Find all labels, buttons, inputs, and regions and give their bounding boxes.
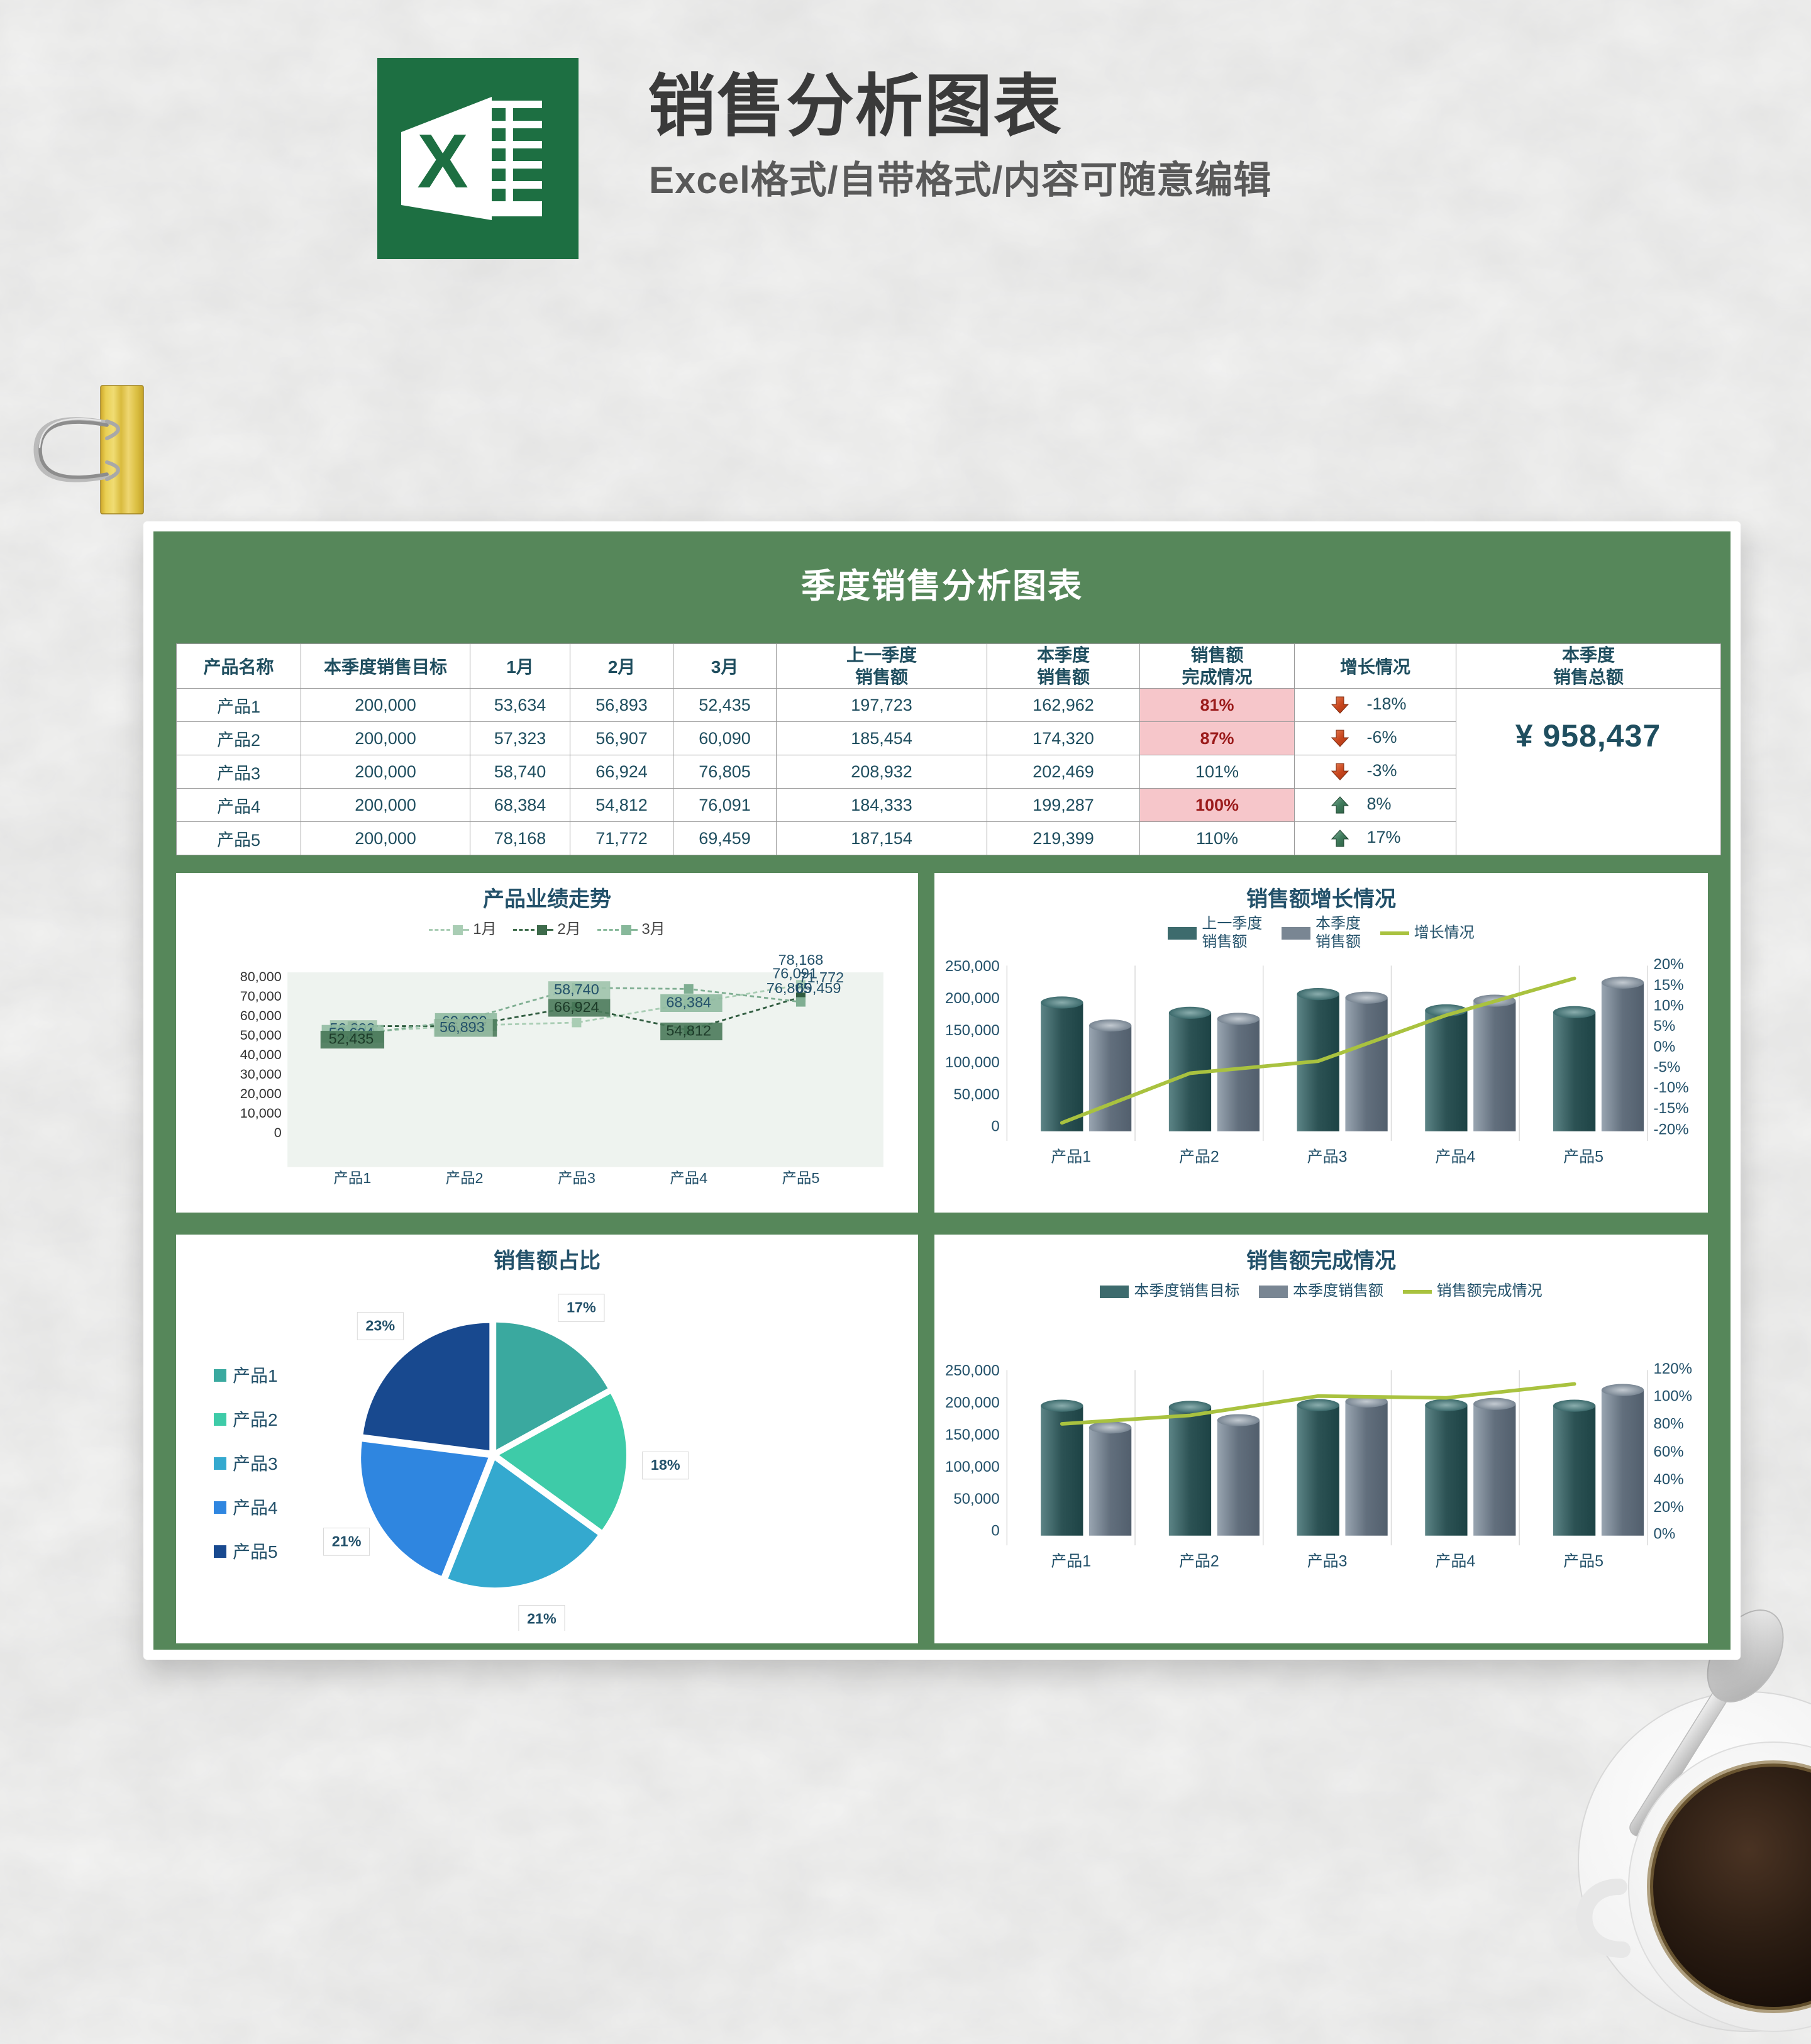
svg-text:产品2: 产品2 — [1179, 1148, 1219, 1166]
svg-text:60,000: 60,000 — [240, 1008, 282, 1023]
svg-text:产品3: 产品3 — [1307, 1148, 1348, 1166]
svg-text:50,000: 50,000 — [953, 1491, 999, 1508]
svg-text:56,893: 56,893 — [440, 1019, 485, 1035]
svg-text:100,000: 100,000 — [945, 1054, 1000, 1071]
svg-text:78,168: 78,168 — [778, 955, 824, 968]
svg-text:10%: 10% — [1654, 997, 1684, 1014]
svg-text:产品3: 产品3 — [1307, 1553, 1348, 1570]
svg-text:产品5: 产品5 — [782, 1170, 819, 1186]
svg-text:52,435: 52,435 — [329, 1031, 374, 1047]
svg-text:产品4: 产品4 — [670, 1170, 707, 1186]
svg-text:产品1: 产品1 — [1051, 1553, 1091, 1570]
svg-text:10,000: 10,000 — [240, 1105, 282, 1121]
svg-text:58,740: 58,740 — [554, 981, 599, 997]
svg-text:-10%: -10% — [1654, 1079, 1689, 1096]
svg-text:0: 0 — [991, 1118, 999, 1135]
svg-text:-5%: -5% — [1654, 1059, 1681, 1076]
svg-text:产品2: 产品2 — [1179, 1553, 1219, 1570]
svg-text:30,000: 30,000 — [240, 1066, 282, 1082]
svg-text:50,000: 50,000 — [953, 1086, 999, 1103]
svg-text:产品5: 产品5 — [1563, 1553, 1603, 1570]
svg-text:0: 0 — [991, 1523, 999, 1540]
svg-text:产品5: 产品5 — [1563, 1148, 1603, 1166]
svg-text:120%: 120% — [1654, 1360, 1692, 1377]
svg-text:产品2: 产品2 — [446, 1170, 484, 1186]
svg-text:40%: 40% — [1654, 1471, 1684, 1488]
svg-text:产品4: 产品4 — [1435, 1148, 1475, 1166]
svg-text:100,000: 100,000 — [945, 1458, 1000, 1475]
svg-text:18%: 18% — [651, 1457, 680, 1473]
svg-text:20,000: 20,000 — [240, 1086, 282, 1101]
svg-text:15%: 15% — [1654, 977, 1684, 994]
svg-text:40,000: 40,000 — [240, 1047, 282, 1062]
svg-text:100%: 100% — [1654, 1387, 1692, 1404]
svg-text:-15%: -15% — [1654, 1100, 1689, 1117]
svg-text:23%: 23% — [365, 1317, 395, 1333]
svg-text:产品4: 产品4 — [1435, 1553, 1475, 1570]
svg-text:54,812: 54,812 — [666, 1023, 711, 1039]
svg-text:21%: 21% — [527, 1610, 557, 1626]
svg-text:17%: 17% — [567, 1299, 596, 1316]
svg-text:70,000: 70,000 — [240, 988, 282, 1004]
svg-text:80,000: 80,000 — [240, 969, 282, 984]
svg-text:200,000: 200,000 — [945, 1394, 1000, 1411]
svg-text:250,000: 250,000 — [945, 1362, 1000, 1379]
svg-text:150,000: 150,000 — [945, 1426, 1000, 1443]
svg-text:50,000: 50,000 — [240, 1027, 282, 1043]
svg-text:0%: 0% — [1654, 1526, 1676, 1543]
svg-text:80%: 80% — [1654, 1416, 1684, 1433]
svg-text:20%: 20% — [1654, 956, 1684, 973]
svg-text:0: 0 — [274, 1125, 282, 1140]
svg-text:产品3: 产品3 — [558, 1170, 595, 1186]
svg-text:150,000: 150,000 — [945, 1022, 1000, 1039]
svg-text:产品1: 产品1 — [1051, 1148, 1091, 1166]
svg-text:20%: 20% — [1654, 1499, 1684, 1516]
svg-text:5%: 5% — [1654, 1018, 1676, 1035]
svg-text:X: X — [417, 118, 468, 204]
svg-text:68,384: 68,384 — [666, 994, 711, 1011]
svg-text:200,000: 200,000 — [945, 990, 1000, 1007]
svg-text:66,924: 66,924 — [554, 999, 599, 1015]
svg-text:69,459: 69,459 — [796, 980, 841, 996]
svg-text:-20%: -20% — [1654, 1121, 1689, 1138]
svg-text:60%: 60% — [1654, 1443, 1684, 1460]
svg-text:21%: 21% — [332, 1533, 362, 1549]
svg-text:0%: 0% — [1654, 1038, 1676, 1055]
svg-text:250,000: 250,000 — [945, 958, 1000, 975]
svg-text:产品1: 产品1 — [333, 1170, 371, 1186]
